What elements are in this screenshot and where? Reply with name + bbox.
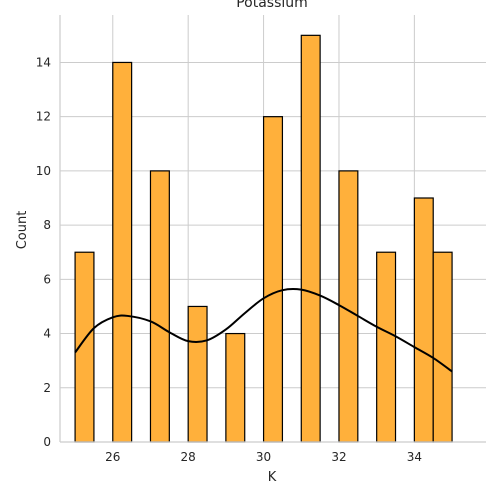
kde-curve: [74, 288, 453, 373]
y-tick-label: 8: [43, 218, 51, 232]
x-tick-labels: 26 28 30 32 34: [105, 450, 422, 464]
x-tick-label: 32: [331, 450, 346, 464]
x-tick-label: 26: [105, 450, 120, 464]
y-axis-label: Count: [15, 211, 30, 250]
y-tick-label: 14: [36, 55, 51, 69]
chart-title: Potassium: [236, 0, 308, 11]
histogram-bar: [432, 251, 453, 443]
x-axis-label: K: [268, 470, 277, 485]
histogram-bar: [413, 197, 434, 443]
y-tick-label: 10: [36, 164, 51, 178]
y-tick-label: 2: [43, 381, 51, 395]
y-tick-labels: 0 2 4 6 8 10 12 14: [36, 55, 51, 449]
histogram-bar: [112, 61, 133, 443]
x-tick-label: 28: [181, 450, 196, 464]
histogram-bar: [300, 34, 321, 443]
histogram-bar: [225, 332, 246, 443]
histogram-bar: [262, 116, 284, 443]
x-tick-label: 30: [256, 450, 271, 464]
bars-group: [74, 34, 453, 443]
y-tick-label: 12: [36, 110, 51, 124]
histogram-bar: [376, 251, 397, 443]
x-tick-label: 34: [407, 450, 422, 464]
y-tick-label: 0: [43, 435, 51, 449]
histogram-bar: [187, 305, 208, 443]
y-tick-label: 6: [43, 272, 51, 286]
histogram-bar: [149, 170, 170, 443]
axes-group: [59, 15, 486, 443]
kde-group: [74, 288, 453, 373]
y-tick-label: 4: [43, 327, 51, 341]
